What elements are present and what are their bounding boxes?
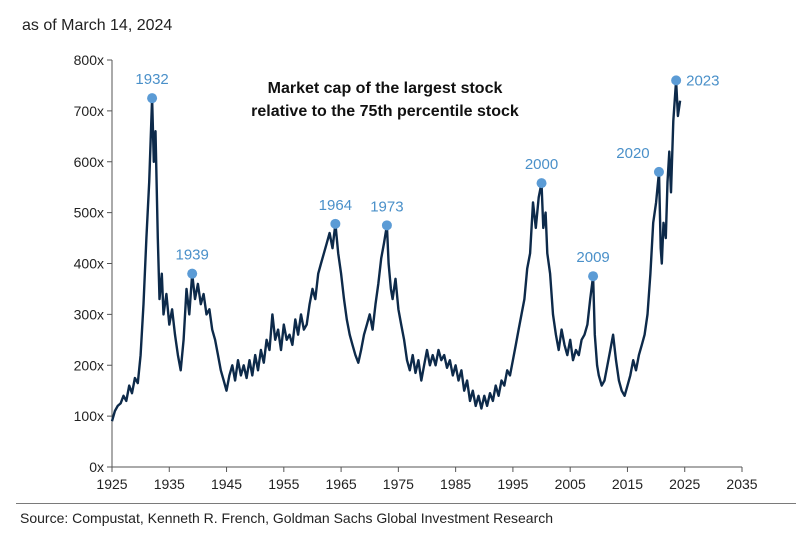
chart-axes: 0x 100x 200x 300x 400x 500x 600x 700x 800x 1925 19…	[74, 52, 758, 492]
chart-title-line: Market cap of the largest stock	[268, 80, 503, 97]
chart-peak-markers: 1932 1939 1964 1973 2000 2009 2020 2023	[135, 71, 720, 282]
x-tick-label: 1925	[96, 476, 127, 492]
y-tick-label: 300x	[74, 306, 104, 322]
chart-series	[110, 79, 682, 422]
peak-label: 2023	[686, 72, 719, 89]
footer-divider	[16, 503, 796, 504]
peak-label: 2009	[576, 249, 609, 266]
source-note: Source: Compustat, Kenneth R. French, Go…	[20, 510, 554, 526]
y-tick-label: 200x	[74, 357, 104, 373]
peak-label: 2020	[616, 145, 649, 162]
y-tick-label: 500x	[74, 205, 104, 221]
peak-marker	[381, 220, 392, 231]
x-tick-label: 1945	[211, 476, 242, 492]
x-tick-label: 1935	[154, 476, 185, 492]
peak-marker	[330, 218, 341, 229]
peak-marker	[671, 75, 682, 86]
peak-marker	[536, 178, 547, 189]
x-tick-label: 1985	[440, 476, 471, 492]
peak-label: 1973	[370, 198, 403, 215]
peak-marker	[147, 93, 158, 104]
x-tick-label: 1965	[326, 476, 357, 492]
peak-label: 1939	[175, 247, 208, 264]
peak-marker	[187, 268, 198, 279]
peak-label: 2000	[525, 156, 558, 173]
chart-title: Market cap of the largest stock relative …	[251, 80, 519, 120]
y-tick-label: 800x	[74, 52, 104, 68]
x-tick-label: 2035	[726, 476, 757, 492]
x-tick-label: 2015	[612, 476, 643, 492]
y-tick-label: 0x	[89, 459, 104, 475]
x-tick-label: 1975	[383, 476, 414, 492]
chart-plot: 0x 100x 200x 300x 400x 500x 600x 700x 800x 1925 19…	[74, 52, 758, 492]
x-tick-label: 2025	[669, 476, 700, 492]
series-line	[110, 79, 682, 422]
y-tick-label: 100x	[74, 408, 104, 424]
peak-label: 1964	[319, 197, 352, 214]
x-tick-label: 2005	[555, 476, 586, 492]
x-tick-label: 1995	[497, 476, 528, 492]
y-tick-label: 600x	[74, 154, 104, 170]
peak-label: 1932	[135, 71, 168, 88]
peak-marker	[588, 271, 599, 282]
y-tick-label: 400x	[74, 256, 104, 272]
peak-marker	[653, 166, 664, 177]
y-tick-label: 700x	[74, 103, 104, 119]
chart-title-line: relative to the 75th percentile stock	[251, 103, 519, 120]
x-tick-label: 1955	[268, 476, 299, 492]
chart-subtitle: as of March 14, 2024	[22, 17, 173, 34]
